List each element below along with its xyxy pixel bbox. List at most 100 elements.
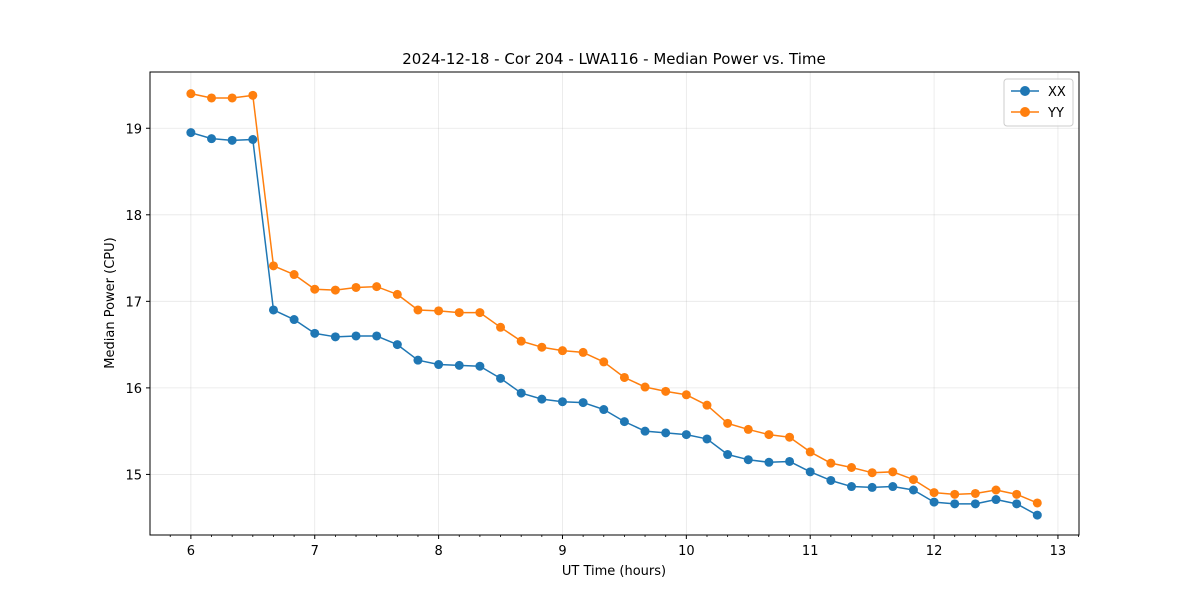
data-point-xx xyxy=(557,397,567,407)
data-point-xx xyxy=(619,417,629,427)
data-point-xx xyxy=(661,428,671,438)
data-point-yy xyxy=(1012,489,1022,499)
data-point-xx xyxy=(723,450,733,460)
data-point-xx xyxy=(640,426,650,436)
x-tick-label: 8 xyxy=(434,544,442,559)
x-axis-label: UT Time (hours) xyxy=(562,564,666,579)
data-point-xx xyxy=(475,361,485,371)
y-tick-label: 17 xyxy=(125,295,142,310)
data-point-yy xyxy=(640,382,650,392)
y-tick-label: 19 xyxy=(125,122,142,137)
data-point-xx xyxy=(392,340,402,350)
data-point-yy xyxy=(537,342,547,352)
data-point-xx xyxy=(702,434,712,444)
data-point-xx xyxy=(599,405,609,415)
data-point-xx xyxy=(289,315,299,325)
series-line-xx xyxy=(190,131,1038,516)
data-point-yy xyxy=(475,308,485,318)
data-point-yy xyxy=(578,347,588,357)
data-point-xx xyxy=(1032,510,1042,520)
data-point-yy xyxy=(702,400,712,410)
data-point-xx xyxy=(805,467,815,477)
data-point-xx xyxy=(578,398,588,408)
data-point-xx xyxy=(1012,499,1022,509)
data-point-xx xyxy=(434,360,444,370)
series-layer xyxy=(186,89,1042,520)
x-tick-label: 10 xyxy=(678,544,695,559)
data-point-xx xyxy=(867,482,877,492)
data-point-xx xyxy=(186,128,196,138)
chart-title: 2024-12-18 - Cor 204 - LWA116 - Median P… xyxy=(402,50,826,68)
x-tick-label: 6 xyxy=(187,544,195,559)
data-point-xx xyxy=(310,328,320,338)
data-point-yy xyxy=(929,488,939,498)
data-point-yy xyxy=(743,424,753,434)
data-point-yy xyxy=(950,489,960,499)
legend-marker-yy xyxy=(1020,107,1030,117)
data-point-yy xyxy=(289,270,299,280)
data-point-yy xyxy=(785,432,795,442)
legend-label-xx: XX xyxy=(1048,85,1066,100)
x-tick-label: 13 xyxy=(1050,544,1067,559)
data-point-xx xyxy=(496,373,506,383)
grid-layer xyxy=(150,72,1079,535)
data-point-yy xyxy=(557,346,567,356)
data-point-yy xyxy=(372,282,382,292)
x-tick-label: 9 xyxy=(558,544,566,559)
data-point-xx xyxy=(929,497,939,507)
data-point-yy xyxy=(351,282,361,292)
data-point-yy xyxy=(681,390,691,400)
data-point-yy xyxy=(826,458,836,468)
legend-marker-xx xyxy=(1020,86,1030,96)
data-point-xx xyxy=(454,360,464,370)
data-point-xx xyxy=(970,499,980,509)
data-point-xx xyxy=(227,135,237,145)
data-point-xx xyxy=(826,475,836,485)
data-point-yy xyxy=(496,322,506,332)
data-point-xx xyxy=(351,331,361,341)
x-tick-label: 12 xyxy=(926,544,943,559)
data-point-yy xyxy=(661,386,671,396)
data-point-yy xyxy=(619,372,629,382)
y-tick-label: 16 xyxy=(125,382,142,397)
data-point-xx xyxy=(413,355,423,365)
series-xx xyxy=(186,128,1042,520)
data-point-xx xyxy=(785,456,795,466)
data-point-yy xyxy=(805,447,815,457)
series-line-yy xyxy=(190,92,1038,504)
data-point-xx xyxy=(846,482,856,492)
data-point-yy xyxy=(413,305,423,315)
data-point-xx xyxy=(743,455,753,465)
y-tick-label: 15 xyxy=(125,468,142,483)
data-point-yy xyxy=(330,285,340,295)
legend: XX YY xyxy=(1003,78,1074,127)
data-point-xx xyxy=(330,332,340,342)
data-point-yy xyxy=(867,468,877,478)
data-point-xx xyxy=(888,482,898,492)
series-yy xyxy=(186,89,1042,508)
data-point-yy xyxy=(723,418,733,428)
data-point-yy xyxy=(248,90,258,100)
data-point-yy xyxy=(846,462,856,472)
x-tick-label: 7 xyxy=(311,544,319,559)
x-tick-label: 11 xyxy=(802,544,819,559)
data-point-xx xyxy=(991,495,1001,505)
data-point-yy xyxy=(991,485,1001,495)
data-point-xx xyxy=(764,457,774,467)
data-point-yy xyxy=(454,308,464,318)
data-point-yy xyxy=(764,430,774,440)
data-point-yy xyxy=(227,93,237,103)
y-axis-label: Median Power (CPU) xyxy=(103,237,118,368)
data-point-yy xyxy=(207,93,217,103)
data-point-yy xyxy=(268,261,278,271)
data-point-xx xyxy=(516,388,526,398)
data-point-xx xyxy=(681,430,691,440)
data-point-yy xyxy=(186,89,196,99)
data-point-yy xyxy=(1032,498,1042,508)
data-point-xx xyxy=(537,394,547,404)
data-point-yy xyxy=(516,336,526,346)
data-point-yy xyxy=(599,357,609,367)
data-point-yy xyxy=(908,475,918,485)
data-point-xx xyxy=(268,305,278,315)
